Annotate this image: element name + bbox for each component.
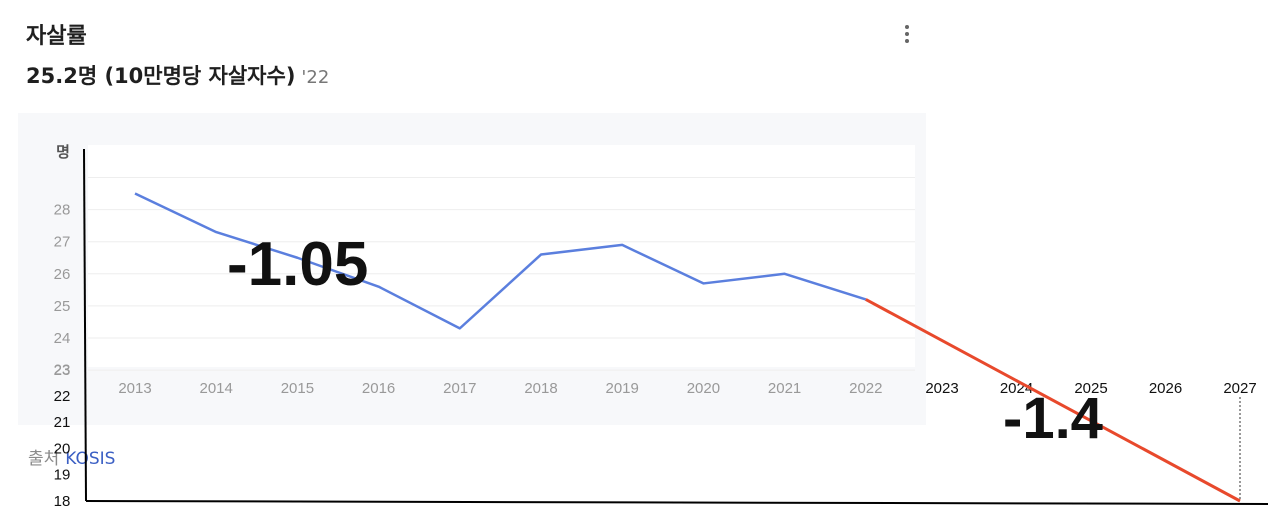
- y-tick-label: 23: [54, 362, 71, 379]
- source-line: 출처 KOSIS: [28, 444, 115, 469]
- x-tick-label: 2013: [118, 380, 151, 397]
- y-tick-label-overlay: 19: [54, 467, 71, 484]
- y-tick-label: 23: [54, 362, 71, 379]
- x-tick-label: 2015: [281, 380, 314, 397]
- x-tick-label: 2016: [362, 380, 395, 397]
- more-options-icon[interactable]: [895, 22, 919, 46]
- x-tick-label-overlay: 2023: [925, 380, 958, 397]
- y-tick-label: 28: [54, 202, 71, 219]
- headline-stat: 25.2명 (10만명당 자살자수) '22: [26, 60, 329, 90]
- y-tick-label-overlay: 22: [54, 388, 71, 405]
- x-tick-label-overlay: 2025: [1074, 380, 1107, 397]
- y-tick-label: 27: [54, 234, 71, 251]
- slope-annotation: -1.4: [1003, 386, 1103, 451]
- x-tick-label: 2018: [524, 380, 557, 397]
- slope-annotation: -1.05: [227, 230, 368, 299]
- y-tick-label-overlay: 20: [54, 440, 71, 457]
- x-tick-label: 2020: [687, 380, 720, 397]
- x-tick-label: 2021: [768, 380, 801, 397]
- y-unit-label: 명: [56, 143, 70, 161]
- y-tick-label: 26: [54, 266, 71, 283]
- projection-line: [865, 298, 1241, 503]
- card-title: 자살률: [26, 24, 87, 49]
- headline-year: '22: [301, 67, 330, 88]
- overlay-x-axis: [85, 500, 1269, 505]
- source-label: 출처: [28, 449, 60, 469]
- x-tick-label: 2014: [200, 380, 233, 397]
- series-line: [134, 192, 867, 330]
- headline-value: 25.2명 (10만명당 자살자수): [26, 64, 296, 88]
- y-tick-label: 24: [54, 330, 71, 347]
- x-tick-label: 2022: [849, 380, 882, 397]
- x-tick-label-overlay: 2026: [1149, 380, 1182, 397]
- x-tick-label-overlay: 2027: [1223, 380, 1256, 397]
- chart-plot-area: [88, 145, 915, 367]
- source-link[interactable]: KOSIS: [65, 449, 116, 469]
- x-tick-label: 2017: [443, 380, 476, 397]
- y-tick-label-overlay: 18: [54, 493, 71, 510]
- x-tick-label: 2019: [606, 380, 639, 397]
- y-tick-label-overlay: 21: [54, 414, 71, 431]
- overlay-y-axis: [83, 148, 87, 502]
- y-tick-label: 25: [54, 298, 71, 315]
